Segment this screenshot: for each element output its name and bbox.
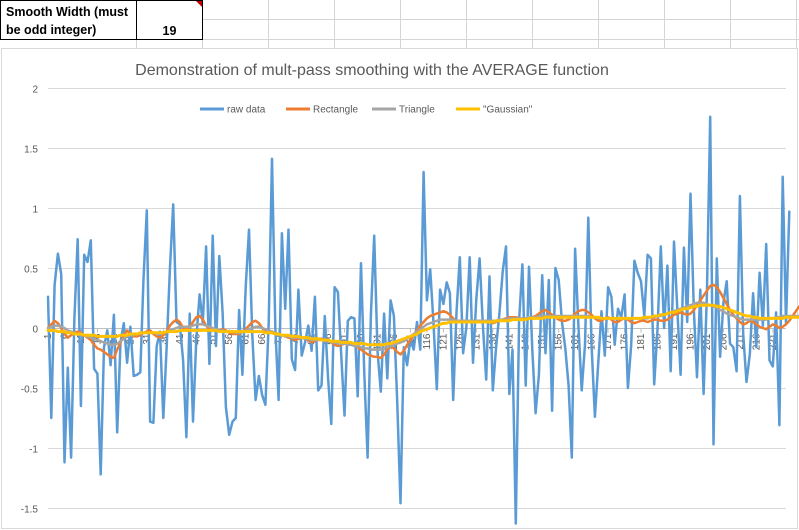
y-tick-label: 1.5 [24,145,38,156]
y-axis-tick-labels: 2 1.5 1 0.5 0 -0.5 -1 -1.5 [21,85,39,516]
chart-legend: raw data Rectangle Triangle "Gaussian" [200,105,533,116]
x-tick-label: 171 [603,333,614,350]
x-tick-label: 131 [471,333,482,350]
series-line-gaussian [46,303,799,347]
x-tick-label: 141 [504,333,515,350]
x-tick-label: 126 [455,333,466,350]
x-tick-label: 201 [702,333,713,350]
x-tick-label: 51 [208,333,219,345]
chart-title: Demonstration of mult-pass smoothing wit… [135,62,609,79]
chart-series [46,115,799,525]
y-tick-label: 2 [32,85,38,96]
x-tick-label: 211 [735,333,746,349]
smooth-width-value-cell[interactable]: 19 [136,0,203,40]
x-tick-label: 151 [537,333,548,350]
x-tick-label: 161 [570,333,581,350]
y-tick-label: 0.5 [24,265,38,276]
x-tick-label: 61 [241,333,252,345]
smooth-width-value: 19 [162,24,177,38]
legend-label-rectangle: Rectangle [313,105,358,116]
x-tick-label: 56 [224,333,235,345]
x-tick-label: 136 [488,333,499,350]
legend-label-triangle: Triangle [399,105,435,116]
y-tick-label: 0 [32,325,38,336]
smooth-width-label-line1: Smooth Width (must [6,5,129,19]
x-tick-label: 196 [685,333,696,350]
smoothing-chart[interactable]: Demonstration of mult-pass smoothing wit… [0,48,799,530]
x-tick-label: 181 [636,333,647,350]
x-tick-label: 66 [257,333,268,345]
x-tick-label: 156 [554,333,565,350]
legend-label-gaussian: "Gaussian" [483,105,533,116]
legend-label-raw: raw data [227,105,266,116]
y-tick-label: -1.5 [21,505,39,516]
x-tick-label: 16 [92,333,103,345]
x-tick-label: 206 [718,333,729,350]
cell-comment-indicator [196,1,202,7]
x-tick-label: 36 [158,333,169,345]
x-tick-label: 91 [340,333,351,345]
x-tick-label: 96 [356,333,367,345]
x-tick-label: 191 [669,333,680,350]
y-tick-label: 1 [32,205,38,216]
x-tick-label: 116 [422,333,433,349]
smooth-width-label-line2: be odd integer) [6,23,97,37]
smooth-width-label-cell[interactable]: Smooth Width (must be odd integer) [0,0,137,40]
series-line-rectangle [46,283,799,360]
x-tick-label: 31 [142,333,153,345]
y-tick-label: -0.5 [21,385,39,396]
series-line-raw [46,115,791,525]
y-tick-label: -1 [29,445,38,456]
chart-gridlines [48,88,786,509]
x-tick-label: 121 [438,333,449,350]
